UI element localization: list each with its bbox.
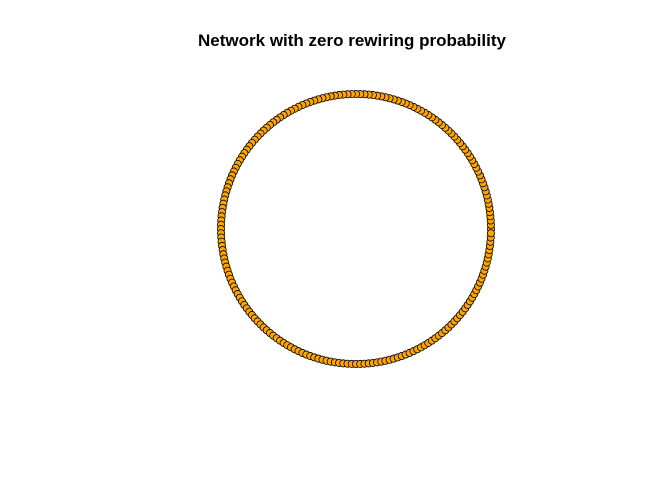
plot-title: Network with zero rewiring probability <box>198 31 506 50</box>
node-layer <box>216 90 495 368</box>
network-node <box>486 229 495 238</box>
